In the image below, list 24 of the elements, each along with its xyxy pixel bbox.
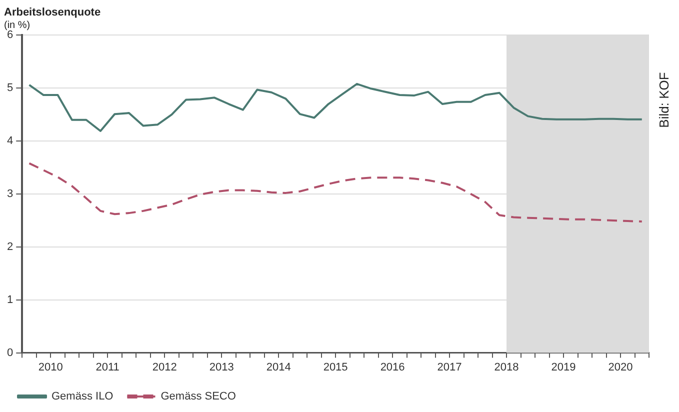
chart-subtitle: (in %) — [4, 20, 30, 31]
x-tick-label: 2013 — [209, 361, 234, 374]
x-tick-label: 2020 — [608, 361, 633, 374]
x-tick-label: 2019 — [551, 361, 576, 374]
y-tick-label: 3 — [6, 188, 14, 200]
y-tick-label: 4 — [6, 135, 14, 148]
text: Bild: KOF — [656, 72, 672, 128]
chart-title: Arbeitslosenquote — [4, 6, 101, 19]
x-tick-label: 2010 — [38, 361, 63, 374]
x-tick-label: 2017 — [437, 361, 462, 374]
legend-label: Gemäss SECO — [160, 390, 236, 403]
x-tick-label: 2014 — [266, 361, 291, 374]
y-tick-label: 1 — [6, 294, 14, 306]
x-tick-label: 2016 — [380, 361, 405, 374]
legend-label: Gemäss ILO — [52, 390, 114, 403]
y-tick-label: 0 — [6, 346, 14, 359]
y-tick-label: 5 — [6, 82, 14, 94]
y-tick-label: 6 — [6, 29, 14, 42]
x-tick-label: 2015 — [323, 361, 348, 374]
line-series — [28, 162, 643, 223]
x-tick-label: 2018 — [494, 361, 519, 374]
x-tick-label: 2011 — [96, 361, 120, 374]
x-tick-label: 2012 — [152, 361, 177, 374]
y-tick-label: 2 — [6, 240, 14, 253]
